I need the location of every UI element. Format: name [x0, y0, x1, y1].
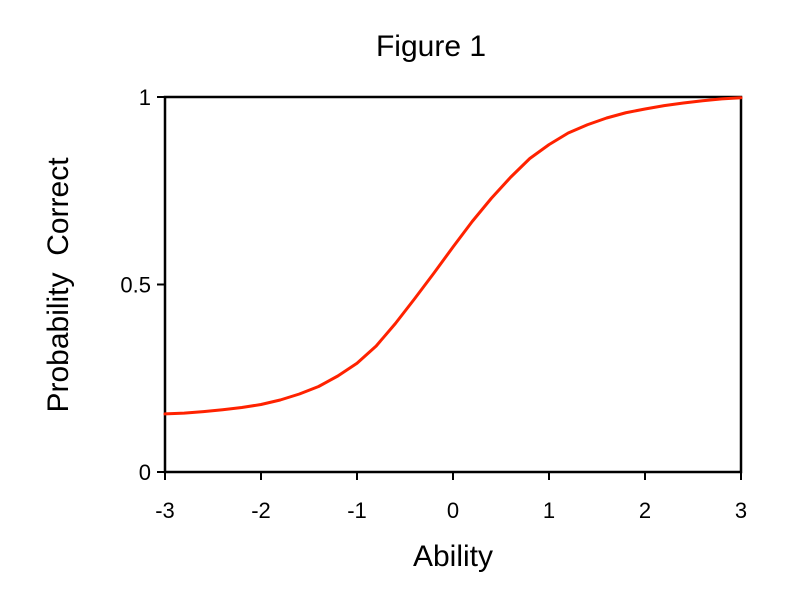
y-axis-label: Probability Correct: [42, 157, 75, 413]
x-tick-label: 1: [543, 498, 555, 523]
x-tick-label: 3: [735, 498, 747, 523]
plot-area-frame: [163, 95, 743, 474]
y-axis-ticks: 00.51: [120, 85, 165, 485]
x-tick-label: 2: [639, 498, 651, 523]
y-tick-label: 1: [139, 85, 151, 110]
x-tick-label: 0: [447, 498, 459, 523]
chart-title: Figure 1: [376, 30, 486, 63]
x-tick-label: -3: [155, 498, 175, 523]
x-axis-ticks: -3 -2 -1 0 1 2 3: [155, 472, 747, 523]
x-tick-label: -1: [347, 498, 367, 523]
x-axis-label: Ability: [413, 540, 493, 573]
x-tick-label: -2: [251, 498, 271, 523]
y-tick-label: 0.5: [120, 273, 151, 298]
probability-curve-line: [163, 96, 743, 416]
y-tick-label: 0: [139, 460, 151, 485]
